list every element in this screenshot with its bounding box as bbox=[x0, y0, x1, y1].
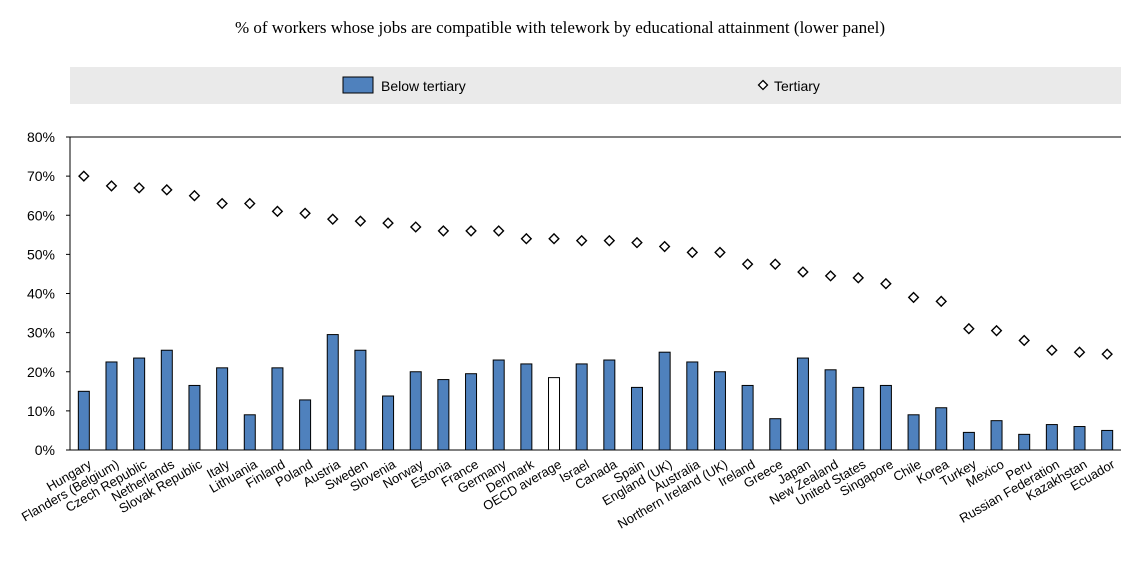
marker-tertiary bbox=[409, 221, 422, 233]
bar-below-tertiary bbox=[520, 363, 533, 451]
marker-tertiary bbox=[741, 258, 754, 270]
marker-tertiary bbox=[1101, 348, 1113, 360]
marker-tertiary bbox=[603, 234, 616, 247]
y-tick-label: 50% bbox=[27, 246, 55, 262]
bar-below-tertiary bbox=[548, 377, 561, 451]
bar-below-tertiary bbox=[216, 367, 229, 451]
plot-area: 0%10%20%30%40%50%60%70%80%HungaryFlander… bbox=[19, 129, 1121, 532]
marker-tertiary bbox=[714, 246, 726, 259]
bar-below-tertiary bbox=[796, 357, 809, 451]
marker-tertiary bbox=[382, 217, 394, 229]
marker-tertiary bbox=[437, 225, 450, 237]
bar-below-tertiary bbox=[354, 349, 367, 451]
bar-below-tertiary bbox=[409, 371, 422, 451]
bar-below-tertiary bbox=[188, 384, 201, 451]
y-tick-label: 0% bbox=[35, 442, 55, 458]
bar-below-tertiary bbox=[382, 395, 395, 451]
marker-tertiary bbox=[907, 291, 920, 304]
marker-tertiary bbox=[852, 272, 865, 284]
y-tick-label: 40% bbox=[27, 286, 55, 302]
legend-box bbox=[70, 67, 1121, 104]
marker-tertiary bbox=[299, 207, 311, 220]
marker-tertiary bbox=[326, 213, 339, 225]
bar-below-tertiary bbox=[686, 361, 699, 451]
legend-label-below-tertiary: Below tertiary bbox=[381, 78, 466, 94]
chart-title: % of workers whose jobs are compatible w… bbox=[235, 18, 885, 37]
bar-below-tertiary bbox=[437, 379, 450, 451]
bar-below-tertiary bbox=[326, 334, 339, 451]
marker-tertiary bbox=[658, 240, 671, 253]
marker-tertiary bbox=[990, 324, 1003, 337]
bar-below-tertiary bbox=[271, 367, 284, 451]
marker-tertiary bbox=[935, 295, 948, 308]
marker-tertiary bbox=[1046, 344, 1058, 357]
legend-marker-tertiary bbox=[757, 79, 769, 91]
bar-below-tertiary bbox=[658, 351, 671, 451]
bar-below-tertiary bbox=[1101, 429, 1114, 451]
bar-below-tertiary bbox=[603, 359, 616, 451]
y-tick-label: 70% bbox=[27, 168, 55, 184]
marker-tertiary bbox=[78, 170, 90, 182]
y-tick-label: 60% bbox=[27, 207, 55, 223]
bar-below-tertiary bbox=[492, 359, 505, 451]
marker-tertiary bbox=[520, 232, 533, 245]
bar-below-tertiary bbox=[713, 371, 726, 451]
marker-tertiary bbox=[548, 232, 560, 245]
y-tick-label: 30% bbox=[27, 325, 55, 341]
bar-below-tertiary bbox=[824, 369, 837, 451]
marker-tertiary bbox=[1073, 346, 1086, 358]
bar-below-tertiary bbox=[1073, 426, 1086, 451]
bar-below-tertiary bbox=[105, 361, 118, 451]
marker-tertiary bbox=[797, 266, 809, 278]
marker-tertiary bbox=[271, 205, 284, 218]
marker-tertiary bbox=[492, 225, 505, 237]
marker-tertiary bbox=[769, 258, 782, 270]
marker-tertiary bbox=[105, 180, 118, 192]
legend-swatch-below-tertiary bbox=[342, 76, 374, 94]
bar-below-tertiary bbox=[852, 386, 865, 451]
bar-below-tertiary bbox=[962, 431, 975, 451]
marker-tertiary bbox=[963, 322, 975, 335]
marker-tertiary bbox=[1018, 334, 1030, 347]
marker-tertiary bbox=[161, 184, 173, 196]
bar-below-tertiary bbox=[465, 373, 478, 451]
marker-tertiary bbox=[631, 236, 643, 249]
bar-below-tertiary bbox=[630, 386, 643, 451]
bar-below-tertiary bbox=[299, 399, 312, 451]
marker-tertiary bbox=[354, 215, 367, 227]
bar-below-tertiary bbox=[1045, 424, 1058, 451]
bar-below-tertiary bbox=[990, 420, 1003, 451]
bar-below-tertiary bbox=[243, 414, 256, 451]
bar-below-tertiary bbox=[160, 349, 173, 451]
bar-below-tertiary bbox=[1018, 433, 1031, 451]
bar-below-tertiary bbox=[907, 414, 920, 451]
marker-tertiary bbox=[133, 182, 145, 194]
bar-below-tertiary bbox=[769, 418, 782, 451]
marker-tertiary bbox=[188, 189, 201, 202]
marker-tertiary bbox=[880, 277, 892, 290]
y-tick-label: 80% bbox=[27, 129, 55, 145]
y-tick-label: 20% bbox=[27, 364, 55, 380]
bar-below-tertiary bbox=[741, 384, 754, 451]
bar-below-tertiary bbox=[133, 357, 146, 451]
marker-tertiary bbox=[465, 225, 477, 237]
bar-below-tertiary bbox=[77, 390, 90, 451]
marker-tertiary bbox=[575, 234, 588, 247]
bar-below-tertiary bbox=[575, 363, 588, 451]
bar-below-tertiary bbox=[879, 384, 892, 451]
bar-below-tertiary bbox=[935, 407, 948, 451]
marker-tertiary bbox=[824, 270, 837, 282]
marker-tertiary bbox=[243, 197, 256, 210]
marker-tertiary bbox=[686, 246, 699, 259]
marker-tertiary bbox=[216, 197, 228, 210]
legend-label-tertiary: Tertiary bbox=[774, 78, 820, 94]
y-tick-label: 10% bbox=[27, 403, 55, 419]
